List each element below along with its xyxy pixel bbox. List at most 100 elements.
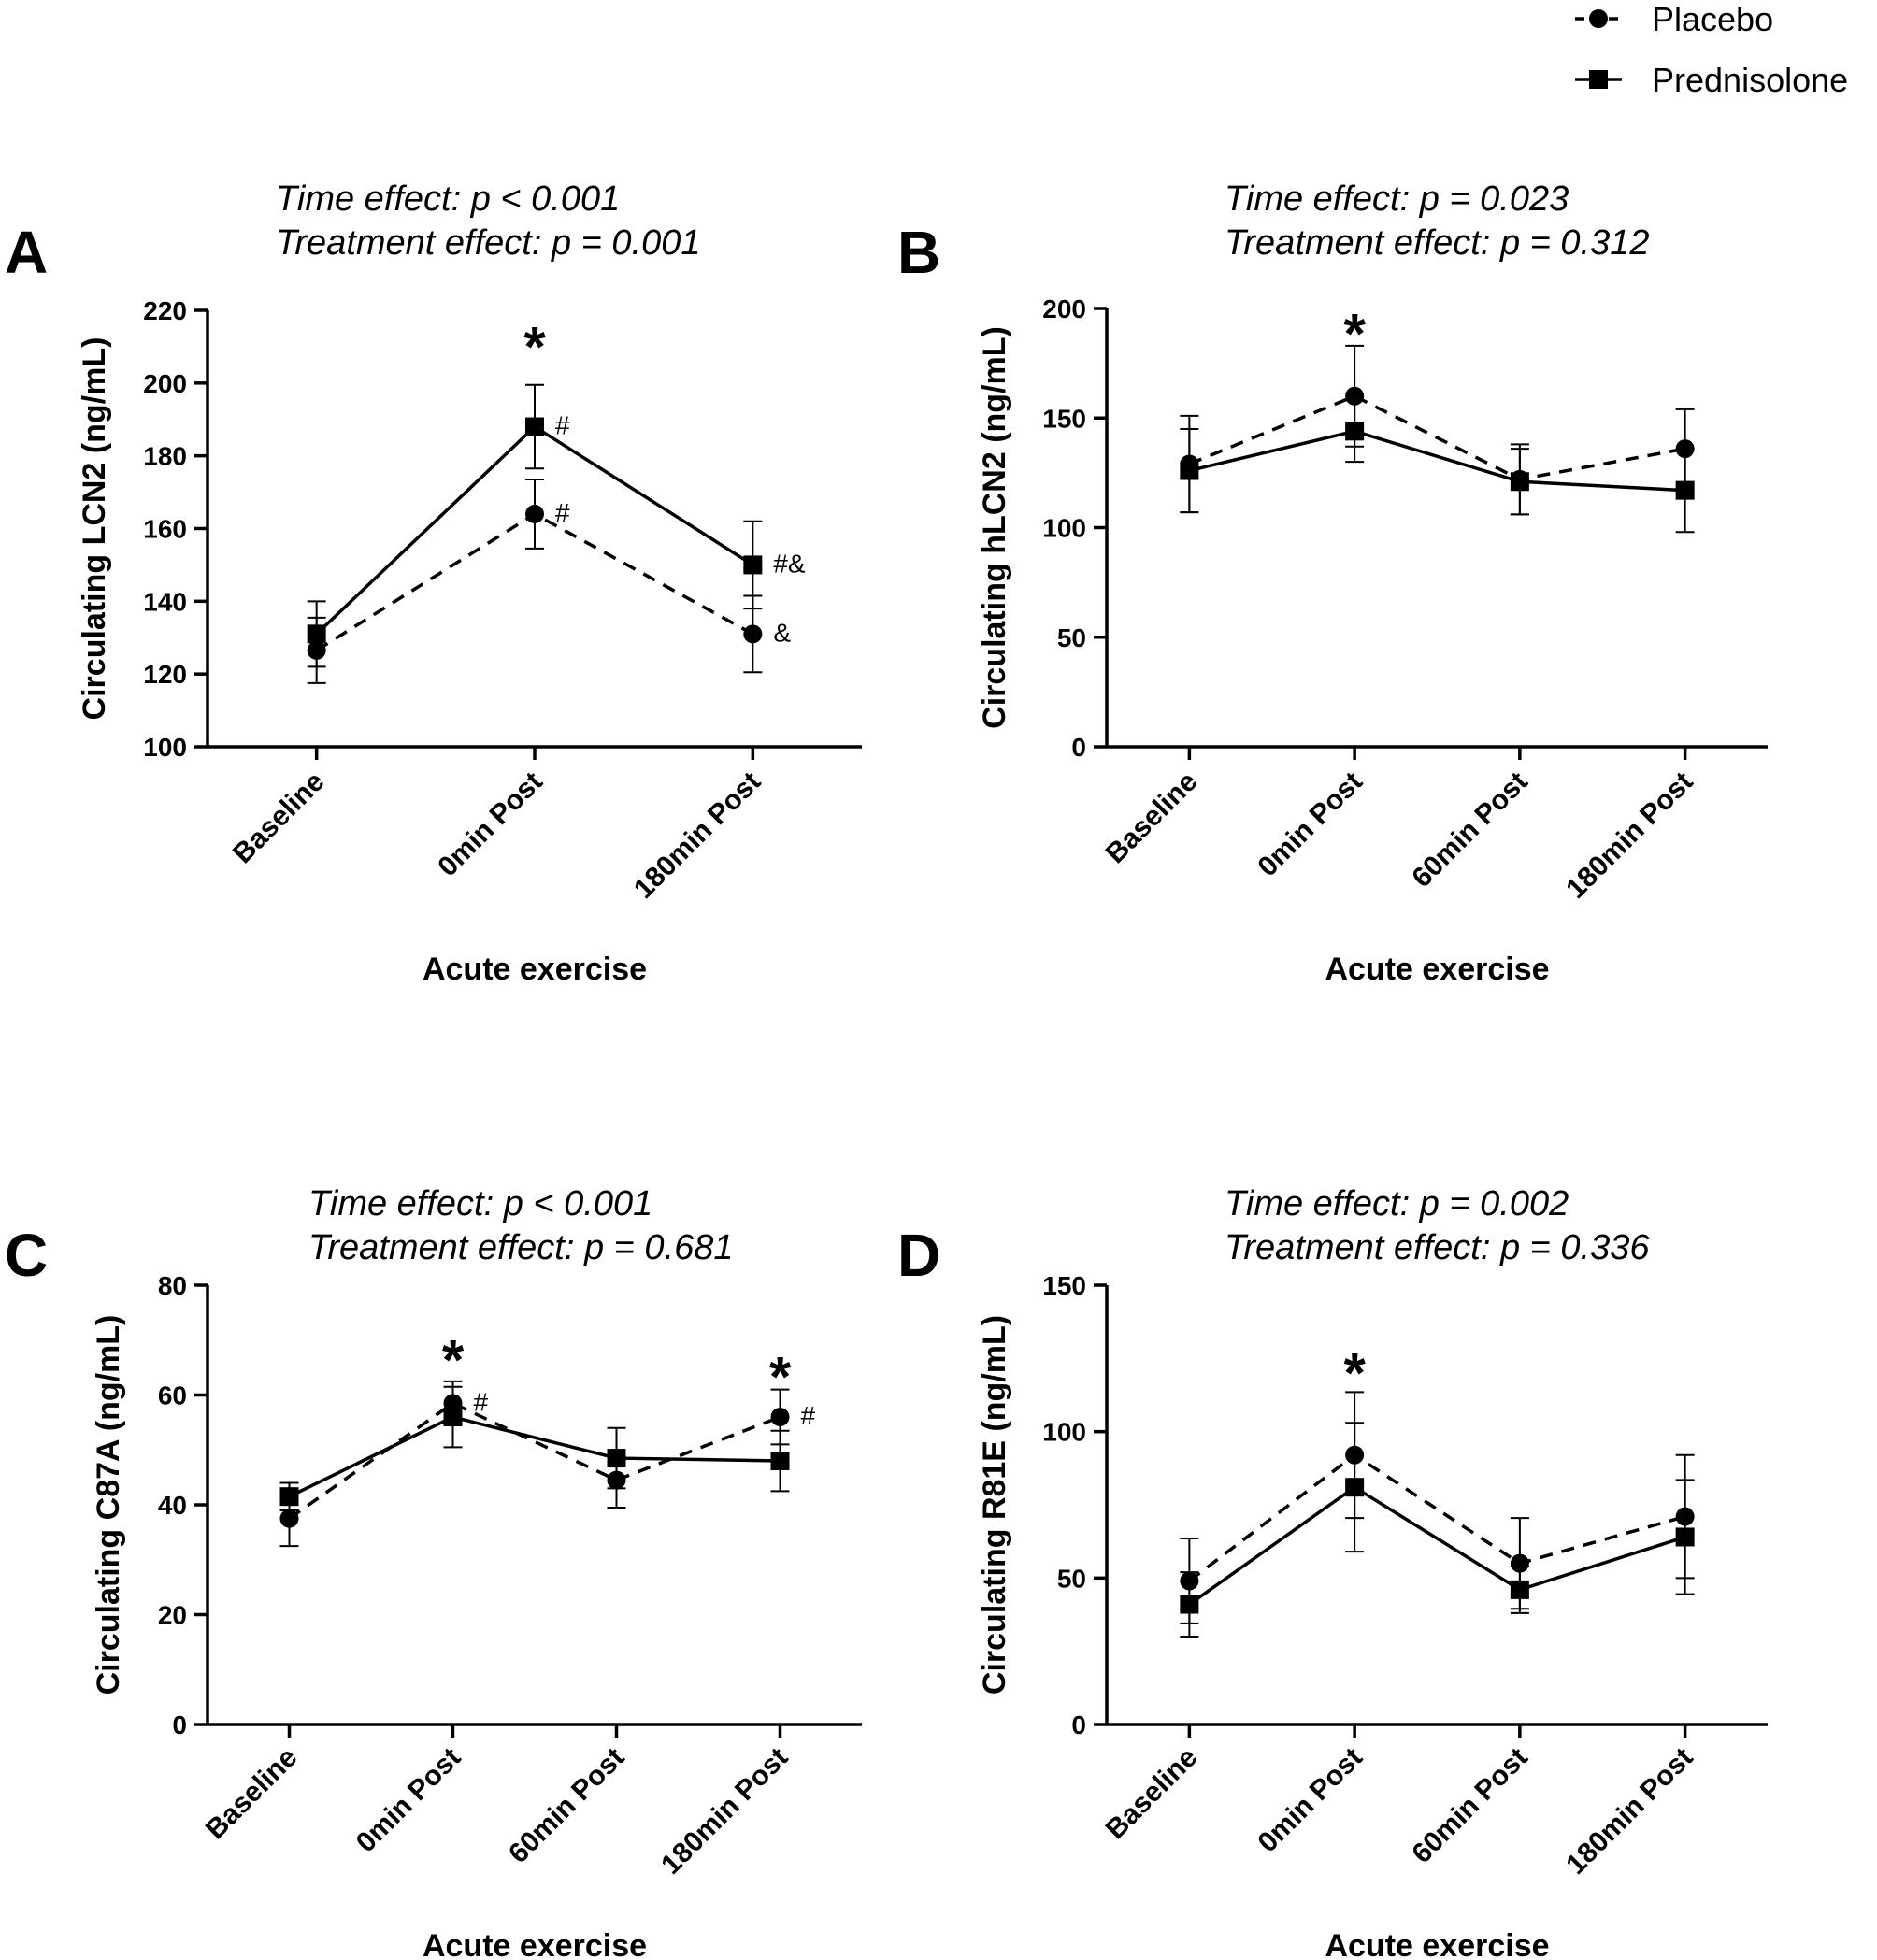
annotation-mark: #& bbox=[773, 549, 806, 578]
significance-star: * bbox=[442, 1329, 465, 1392]
series-line bbox=[1188, 429, 1685, 493]
x-axis-label: Acute exercise bbox=[1325, 1928, 1549, 1960]
y-tick-label: 150 bbox=[1042, 1271, 1086, 1300]
series-line bbox=[288, 1401, 781, 1521]
significance-star: * bbox=[769, 1345, 792, 1408]
treatment-effect-text: Treatment effect: p = 0.336 bbox=[1225, 1228, 1650, 1267]
time-effect-text: Time effect: p < 0.001 bbox=[276, 179, 620, 219]
y-tick-label: 60 bbox=[158, 1381, 187, 1410]
y-tick-label: 200 bbox=[143, 369, 187, 398]
data-point bbox=[1510, 1553, 1529, 1573]
y-tick-label: 100 bbox=[1042, 1418, 1086, 1447]
x-tick-label: 0min Post bbox=[1252, 766, 1368, 883]
treatment-effect-text: Treatment effect: p = 0.312 bbox=[1225, 223, 1650, 263]
x-tick-label: 0min Post bbox=[351, 1742, 467, 1859]
x-tick-label: 180min Post bbox=[655, 1742, 794, 1881]
y-tick-label: 50 bbox=[1057, 623, 1086, 652]
y-axis-label: Circulating R81E (ng/mL) bbox=[977, 1315, 1012, 1695]
legend-marker-0 bbox=[1589, 9, 1608, 28]
legend-marker-1 bbox=[1589, 70, 1608, 89]
x-tick-label: 60min Post bbox=[1406, 1742, 1534, 1870]
data-point bbox=[770, 1408, 790, 1426]
data-point bbox=[1510, 1580, 1529, 1599]
y-tick-label: 150 bbox=[1042, 404, 1086, 433]
annotation-mark: # bbox=[555, 411, 570, 440]
series-prednisolone bbox=[1180, 1422, 1695, 1638]
annotation-mark: & bbox=[773, 618, 791, 647]
y-tick-label: 0 bbox=[172, 1710, 187, 1739]
y-tick-label: 140 bbox=[143, 587, 187, 616]
x-tick-label: Baseline bbox=[1100, 1742, 1204, 1846]
x-tick-label: 180min Post bbox=[628, 766, 767, 905]
annotation-mark: # bbox=[801, 1401, 816, 1430]
time-effect-text: Time effect: p = 0.002 bbox=[1225, 1184, 1569, 1223]
significance-star: * bbox=[523, 315, 546, 378]
y-tick-label: 0 bbox=[1071, 733, 1086, 762]
series-placebo bbox=[1180, 344, 1695, 516]
x-tick-label: Baseline bbox=[1100, 766, 1204, 870]
y-tick-label: 200 bbox=[1042, 294, 1086, 323]
y-tick-label: 50 bbox=[1057, 1564, 1086, 1593]
significance-star: * bbox=[1343, 1341, 1366, 1404]
data-point bbox=[525, 504, 544, 523]
panel-letter: A bbox=[5, 219, 48, 286]
time-effect-text: Time effect: p < 0.001 bbox=[308, 1184, 652, 1223]
series-line bbox=[1188, 1485, 1686, 1606]
data-point bbox=[525, 417, 544, 436]
data-point bbox=[1345, 422, 1365, 441]
y-tick-label: 100 bbox=[143, 733, 187, 762]
treatment-effect-text: Treatment effect: p = 0.001 bbox=[276, 223, 701, 263]
legend-label-0: Placebo bbox=[1652, 0, 1773, 38]
series-line bbox=[1188, 393, 1685, 481]
panel-letter: B bbox=[897, 219, 940, 286]
y-tick-label: 180 bbox=[143, 442, 187, 471]
x-axis-label: Acute exercise bbox=[1325, 951, 1549, 987]
annotation-mark: # bbox=[474, 1387, 489, 1416]
x-tick-label: 180min Post bbox=[1560, 1742, 1698, 1881]
data-point bbox=[1180, 461, 1199, 480]
y-tick-label: 160 bbox=[143, 515, 187, 544]
data-point bbox=[1510, 472, 1529, 492]
y-tick-label: 220 bbox=[143, 296, 187, 325]
series-prednisolone bbox=[307, 383, 763, 668]
y-axis-label: Circulating LCN2 (ng/mL) bbox=[77, 337, 112, 721]
y-axis-label: Circulating hLCN2 (ng/mL) bbox=[977, 326, 1012, 729]
data-point bbox=[279, 1487, 299, 1507]
y-tick-label: 80 bbox=[158, 1271, 187, 1300]
y-tick-label: 40 bbox=[158, 1491, 187, 1520]
series-line bbox=[288, 1415, 781, 1498]
series-prednisolone bbox=[279, 1385, 790, 1511]
data-point bbox=[770, 1452, 790, 1470]
series-placebo bbox=[307, 478, 763, 684]
data-point bbox=[1675, 480, 1695, 500]
x-axis-label: Acute exercise bbox=[423, 1928, 647, 1960]
x-tick-label: 180min Post bbox=[1560, 766, 1698, 905]
x-tick-label: 0min Post bbox=[432, 766, 549, 883]
data-point bbox=[307, 624, 326, 644]
x-tick-label: 0min Post bbox=[1252, 1742, 1368, 1859]
annotation-mark: # bbox=[555, 498, 570, 527]
panel-d: D Time effect: p = 0.002 Treatment effect:… bbox=[897, 1184, 1768, 1960]
y-tick-label: 100 bbox=[1042, 514, 1086, 543]
y-tick-label: 0 bbox=[1071, 1710, 1086, 1739]
treatment-effect-text: Treatment effect: p = 0.681 bbox=[308, 1228, 734, 1267]
x-tick-label: Baseline bbox=[200, 1742, 304, 1846]
data-point bbox=[1345, 1478, 1365, 1497]
data-point bbox=[743, 624, 763, 644]
x-axis-label: Acute exercise bbox=[423, 951, 647, 987]
series-prednisolone bbox=[1180, 399, 1695, 534]
significance-star: * bbox=[1343, 303, 1366, 365]
time-effect-text: Time effect: p = 0.023 bbox=[1225, 179, 1569, 219]
series-placebo bbox=[1180, 1391, 1695, 1624]
panel-letter: D bbox=[897, 1222, 940, 1289]
data-point bbox=[1675, 1527, 1695, 1547]
panel-letter: C bbox=[5, 1222, 48, 1289]
data-point bbox=[743, 555, 763, 575]
legend-label-1: Prednisolone bbox=[1652, 61, 1848, 99]
y-tick-label: 120 bbox=[143, 660, 187, 689]
data-point bbox=[1180, 1595, 1199, 1614]
